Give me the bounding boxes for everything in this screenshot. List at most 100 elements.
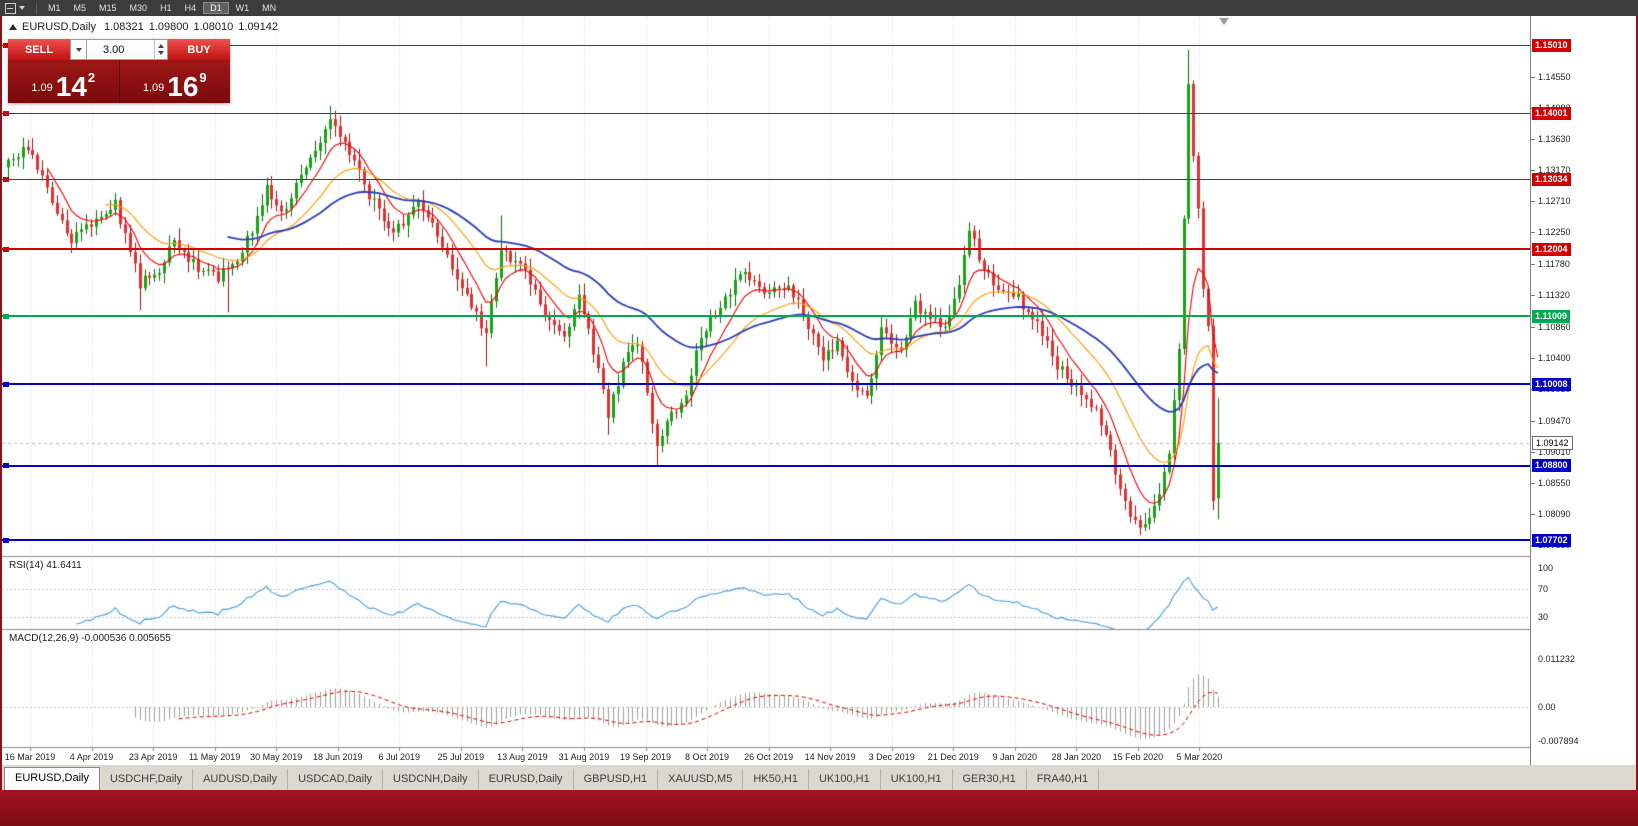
line-price-label: 1.07702: [1532, 533, 1571, 547]
macd-indicator-label: MACD(12,26,9) -0.000536 0.005655: [9, 633, 171, 644]
one-click-controls: SELL 3.00 BUY: [8, 39, 230, 60]
horizontal-line-1.14001[interactable]: [2, 113, 1530, 115]
toolbar-dropdown-icon[interactable]: [19, 6, 25, 10]
timeframe-button-m30[interactable]: M30: [129, 3, 148, 13]
price-tick-label: 1.10860: [1538, 321, 1571, 332]
date-label: 8 Oct 2019: [685, 752, 730, 762]
chart-tab-1[interactable]: USDCHF,Daily: [100, 769, 194, 790]
date-label: 4 Apr 2019: [69, 752, 114, 762]
volume-preset-dropdown[interactable]: [70, 39, 87, 60]
timeframe-button-h4[interactable]: H4: [184, 3, 197, 13]
volume-input[interactable]: 3.00: [87, 39, 168, 60]
chart-tab-2[interactable]: AUDUSD,Daily: [193, 769, 289, 790]
time-axis[interactable]: 16 Mar 2019 4 Apr 2019 23 Apr 2019 11 May 2…: [2, 747, 1530, 765]
timeframe-toolbar: M1 M5 M15 M30 H1 H4 D1 W1 MN: [0, 0, 1638, 16]
price-tick-label: 1.09010: [1538, 446, 1571, 457]
line-handle[interactable]: [3, 246, 9, 252]
rsi-axis-label: 70: [1538, 584, 1549, 594]
date-label: 9 Jan 2020: [992, 752, 1038, 762]
date-label: 19 Sep 2019: [619, 752, 672, 762]
chart-tab-11[interactable]: GER30,H1: [953, 769, 1027, 790]
date-label: 3 Dec 2019: [868, 752, 915, 762]
line-price-label: 1.08800: [1532, 459, 1571, 473]
rsi-indicator-label: RSI(14) 41.6411: [9, 560, 82, 571]
horizontal-line-1.07702[interactable]: [2, 539, 1530, 542]
horizontal-line-1.08800[interactable]: [2, 464, 1530, 467]
date-label: 13 Aug 2019: [497, 752, 548, 762]
timeframe-button-d1[interactable]: D1: [203, 2, 229, 14]
chart-mode-icon[interactable]: [5, 2, 16, 14]
ohlc-high: 1.09800: [148, 21, 189, 33]
macd-axis-label: 0.011232: [1538, 654, 1575, 664]
chart-tab-6[interactable]: GBPUSD,H1: [574, 769, 659, 790]
ask-pip-digit: 9: [199, 70, 207, 85]
line-price-label: 1.15010: [1532, 39, 1571, 53]
price-tick-label: 1.08090: [1538, 508, 1571, 519]
line-handle[interactable]: [3, 176, 9, 182]
timeframe-button-mn[interactable]: MN: [262, 3, 277, 13]
chart-tab-12[interactable]: FRA40,H1: [1027, 769, 1100, 790]
date-label: 26 Oct 2019: [744, 752, 794, 762]
window-frame-bottom: [0, 790, 1638, 826]
timeframe-button-m1[interactable]: M1: [48, 3, 61, 13]
chart-tab-7[interactable]: XAUUSD,M5: [658, 769, 744, 790]
volume-down-arrow[interactable]: [158, 51, 164, 55]
price-tick-label: 1.12250: [1538, 227, 1571, 238]
horizontal-line-1.11009[interactable]: [2, 315, 1530, 318]
volume-value: 3.00: [103, 43, 125, 56]
line-handle[interactable]: [3, 537, 9, 543]
date-label: 14 Nov 2019: [804, 752, 856, 762]
date-label: 30 May 2019: [250, 752, 303, 762]
price-tick-mark: [1531, 170, 1535, 171]
bid-pip-digit: 2: [87, 70, 96, 85]
chevron-down-icon: [75, 47, 82, 52]
ask-price[interactable]: 1.09 16 9: [118, 60, 231, 103]
macd-axis-label: -0.007894: [1538, 735, 1579, 746]
price-tick-label: 1.12710: [1538, 196, 1571, 207]
line-handle[interactable]: [3, 381, 9, 387]
chart-tab-9[interactable]: UK100,H1: [809, 769, 881, 790]
timeframe-button-h1[interactable]: H1: [160, 3, 172, 13]
ask-big-digits: 16: [167, 71, 199, 103]
line-handle[interactable]: [3, 43, 9, 49]
price-tick-mark: [1531, 139, 1535, 140]
price-tick-label: 1.09470: [1538, 415, 1571, 426]
price-tick-label: 1.11320: [1538, 290, 1570, 301]
ohlc-close: 1.09142: [238, 21, 279, 33]
line-handle[interactable]: [3, 313, 9, 319]
chart-tab-10[interactable]: UK100,H1: [881, 769, 953, 790]
chart-tab-8[interactable]: HK50,H1: [743, 769, 809, 790]
chart-tab-4[interactable]: USDCNH,Daily: [383, 769, 479, 790]
price-axis[interactable]: 1.09142 1.145501.140901.136301.131701.12…: [1530, 16, 1636, 765]
chart-symbol-label: EURUSD,Daily: [22, 21, 96, 33]
date-label: 25 Jul 2019: [437, 752, 485, 762]
price-tick-label: 1.08550: [1538, 477, 1571, 488]
chart-tab-3[interactable]: USDCAD,Daily: [288, 769, 384, 790]
horizontal-line-1.13034[interactable]: [2, 178, 1530, 180]
price-tick-mark: [1531, 264, 1535, 265]
line-handle[interactable]: [3, 463, 9, 469]
sell-button[interactable]: SELL: [8, 39, 70, 60]
line-price-label: 1.11009: [1532, 309, 1571, 323]
macd-axis-label: 0.00: [1538, 702, 1556, 712]
horizontal-line-1.15010[interactable]: [2, 45, 1530, 47]
ohlc-open: 1.08321: [103, 21, 144, 33]
timeframe-button-w1[interactable]: W1: [235, 3, 250, 13]
chart-tab-5[interactable]: EURUSD,Daily: [479, 769, 574, 790]
line-handle[interactable]: [3, 111, 9, 117]
horizontal-line-1.12004[interactable]: [2, 248, 1530, 251]
bid-big-digits: 14: [55, 71, 87, 103]
chart-tabs-bar: EURUSD,Daily USDCHF,Daily AUDUSD,Daily USDC…: [2, 765, 1636, 790]
horizontal-line-1.10008[interactable]: [2, 383, 1530, 386]
bid-price[interactable]: 1.09 14 2: [8, 60, 119, 103]
price-tick-mark: [1531, 327, 1535, 328]
buy-button[interactable]: BUY: [168, 39, 230, 60]
timeframe-button-m5[interactable]: M5: [73, 3, 87, 13]
current-price-label: 1.09142: [1532, 435, 1573, 450]
horizontal-lines-layer: [2, 16, 1530, 765]
chart-canvas[interactable]: [2, 16, 1530, 765]
timeframe-button-m15[interactable]: M15: [99, 3, 117, 13]
price-tick-label: 1.13170: [1538, 165, 1571, 176]
chart-tab-0[interactable]: EURUSD,Daily: [4, 767, 100, 790]
volume-up-arrow[interactable]: [158, 44, 164, 48]
